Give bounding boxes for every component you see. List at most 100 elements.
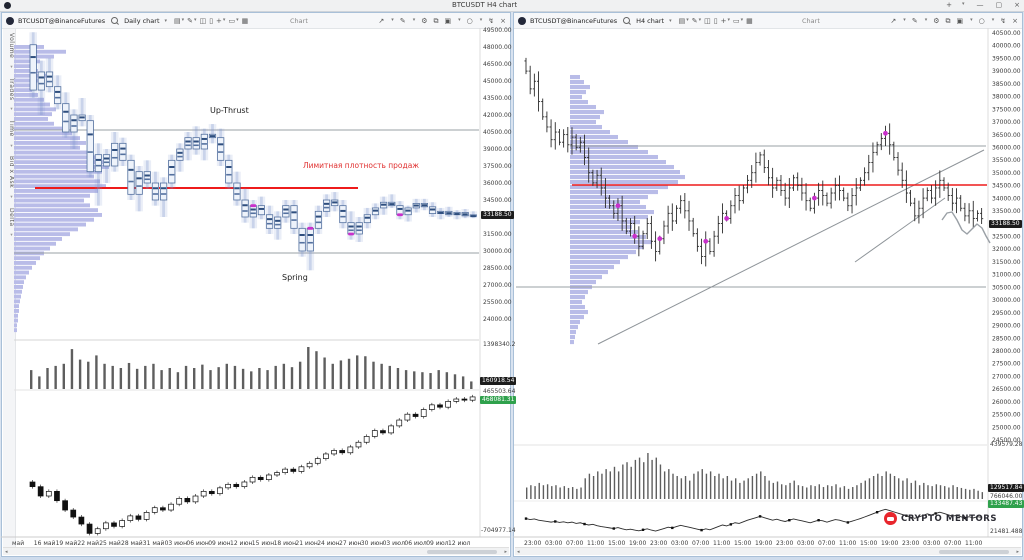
lock-icon[interactable]: ▣ bbox=[444, 17, 452, 25]
svg-text:07:00: 07:00 bbox=[944, 540, 961, 547]
scroll-right-icon[interactable]: ▸ bbox=[504, 548, 507, 555]
settings-gear-icon[interactable]: ⚙ bbox=[421, 17, 428, 25]
sidebar-item-bid-x-ask[interactable]: Bid x Ask bbox=[8, 156, 15, 189]
svg-text:06 июн: 06 июн bbox=[186, 540, 208, 547]
symbol-selector[interactable]: BTCUSDT@BinanceFutures bbox=[18, 16, 106, 25]
timeframe-selector[interactable]: Daily chart bbox=[124, 16, 160, 25]
expand-icon[interactable]: ↗ bbox=[378, 17, 385, 25]
chevron-down-icon[interactable]: ▾ bbox=[391, 17, 394, 23]
link-circle-icon[interactable]: ○ bbox=[978, 17, 985, 25]
minimize-icon[interactable]: — bbox=[976, 1, 984, 9]
chart-tab-label[interactable]: Chart bbox=[290, 17, 308, 25]
scroll-left-icon[interactable]: ◂ bbox=[5, 548, 8, 555]
indicator-icon[interactable]: ◫ bbox=[704, 16, 711, 25]
edit-icon[interactable]: ✎ bbox=[399, 17, 406, 25]
svg-text:19:00: 19:00 bbox=[629, 540, 646, 547]
expand-icon[interactable]: ↗ bbox=[890, 17, 897, 25]
svg-text:24500.00: 24500.00 bbox=[992, 437, 1021, 444]
chevron-down-icon[interactable]: ▾ bbox=[479, 17, 483, 23]
chevron-down-icon[interactable]: ▾ bbox=[164, 17, 168, 24]
sidebar-item-trades[interactable]: Trades bbox=[8, 77, 15, 101]
svg-text:40500.00: 40500.00 bbox=[992, 30, 1021, 37]
volume-bars-layer bbox=[30, 347, 473, 389]
restore-icon[interactable]: ▢ bbox=[995, 1, 1003, 9]
indicator-icon[interactable]: ◫ bbox=[199, 16, 207, 25]
chevron-icon: ▾ bbox=[9, 233, 14, 239]
chevron-down-icon[interactable]: ▾ bbox=[222, 16, 226, 23]
layout-icon[interactable]: ▭ bbox=[733, 16, 740, 25]
chevron-down-icon[interactable]: ▾ bbox=[903, 17, 906, 23]
close-icon[interactable]: × bbox=[1014, 1, 1020, 9]
close-icon[interactable]: × bbox=[500, 17, 506, 25]
svg-text:28500.00: 28500.00 bbox=[992, 335, 1021, 342]
right-window-toolbar: BTCUSDT@BinanceFutures H4 chart ▾ ▤ ▾ ✎ ▾ ◫ ▯… bbox=[514, 13, 1022, 29]
flash-icon[interactable]: ↯ bbox=[488, 17, 495, 25]
svg-text:19:00: 19:00 bbox=[881, 540, 898, 547]
svg-text:25500.00: 25500.00 bbox=[483, 299, 512, 306]
chart-tab-label[interactable]: Chart bbox=[802, 17, 820, 25]
link-circle-icon[interactable]: ○ bbox=[466, 17, 473, 25]
chevron-down-icon[interactable]: ▾ bbox=[970, 17, 973, 23]
lock-icon[interactable]: ▣ bbox=[956, 17, 964, 25]
svg-text:37000.00: 37000.00 bbox=[992, 119, 1021, 126]
platform-logo-icon bbox=[6, 16, 14, 25]
symbol-selector[interactable]: BTCUSDT@BinanceFutures bbox=[530, 16, 618, 25]
scroll-right-icon[interactable]: ▸ bbox=[1016, 548, 1019, 555]
timeframe-selector[interactable]: H4 chart bbox=[636, 16, 665, 25]
chevron-down-icon[interactable]: ▾ bbox=[686, 16, 689, 23]
draw-tool-icon[interactable]: ✎ bbox=[187, 16, 194, 25]
svg-text:11:00: 11:00 bbox=[839, 540, 856, 547]
svg-text:06 июл: 06 июл bbox=[404, 540, 426, 547]
chevron-down-icon[interactable]: ▾ bbox=[961, 1, 965, 7]
add-icon[interactable]: + bbox=[216, 16, 222, 25]
chevron-down-icon[interactable]: ▾ bbox=[181, 16, 185, 23]
chevron-down-icon[interactable]: ▾ bbox=[669, 17, 672, 24]
draw-tool-icon[interactable]: ✎ bbox=[691, 16, 698, 25]
platform-logo-icon bbox=[518, 16, 526, 25]
close-icon[interactable]: × bbox=[1012, 17, 1018, 25]
settings-gear-icon[interactable]: ⚙ bbox=[933, 17, 940, 25]
sidebar-item-time[interactable]: Time bbox=[8, 119, 15, 137]
chevron-down-icon[interactable]: ▾ bbox=[412, 17, 416, 23]
search-icon[interactable] bbox=[623, 17, 631, 24]
right-horizontal-scrollbar[interactable]: ◂ ▸ bbox=[515, 547, 1021, 555]
add-window-icon[interactable]: + bbox=[946, 1, 952, 9]
sidebar-item-volume[interactable]: Volume bbox=[8, 33, 15, 59]
copy-icon[interactable]: ⧉ bbox=[945, 17, 951, 25]
scrollbar-thumb[interactable] bbox=[939, 550, 1009, 554]
svg-text:39000.00: 39000.00 bbox=[992, 68, 1021, 75]
squiggle-line bbox=[941, 211, 991, 244]
chevron-down-icon[interactable]: ▾ bbox=[236, 16, 239, 23]
chevron-icon: ▾ bbox=[9, 143, 14, 150]
chevron-down-icon[interactable]: ▾ bbox=[924, 17, 928, 23]
chevron-down-icon[interactable]: ▾ bbox=[194, 16, 197, 23]
chevron-down-icon[interactable]: ▾ bbox=[698, 16, 702, 23]
chevron-down-icon[interactable]: ▾ bbox=[991, 17, 995, 23]
sidebar-item-delta[interactable]: Delta bbox=[8, 207, 15, 227]
cluster-mode-icon[interactable]: ▦ bbox=[746, 16, 753, 25]
line-layer bbox=[854, 197, 946, 263]
scroll-left-icon[interactable]: ◂ bbox=[517, 548, 520, 555]
flash-icon[interactable]: ↯ bbox=[1000, 17, 1007, 25]
scrollbar-thumb[interactable] bbox=[427, 550, 497, 554]
search-icon[interactable] bbox=[111, 17, 119, 24]
svg-text:15:00: 15:00 bbox=[860, 540, 877, 547]
svg-text:09 июл: 09 июл bbox=[426, 540, 448, 547]
time-axis-labels: май 16 май 19 май 22 май 25 май 28 май 31 май 0… bbox=[12, 540, 470, 547]
clipboard-icon[interactable]: ▯ bbox=[209, 16, 214, 25]
clipboard-icon[interactable]: ▯ bbox=[713, 16, 718, 25]
chevron-down-icon[interactable]: ▾ bbox=[727, 16, 731, 23]
chevron-down-icon[interactable]: ▾ bbox=[740, 16, 744, 23]
cluster-mode-icon[interactable]: ▦ bbox=[241, 16, 249, 25]
chevron-down-icon[interactable]: ▾ bbox=[458, 17, 461, 23]
chart-type-icon[interactable]: ▤ bbox=[174, 16, 181, 25]
add-icon[interactable]: + bbox=[720, 16, 727, 25]
chart-type-icon[interactable]: ▤ bbox=[678, 16, 686, 25]
copy-icon[interactable]: ⧉ bbox=[433, 17, 439, 25]
edit-icon[interactable]: ✎ bbox=[911, 17, 918, 25]
layout-icon[interactable]: ▭ bbox=[228, 16, 236, 25]
svg-text:03:00: 03:00 bbox=[545, 540, 562, 547]
left-horizontal-scrollbar[interactable]: ◂ ▸ bbox=[3, 547, 509, 555]
svg-text:36000.00: 36000.00 bbox=[483, 180, 512, 187]
